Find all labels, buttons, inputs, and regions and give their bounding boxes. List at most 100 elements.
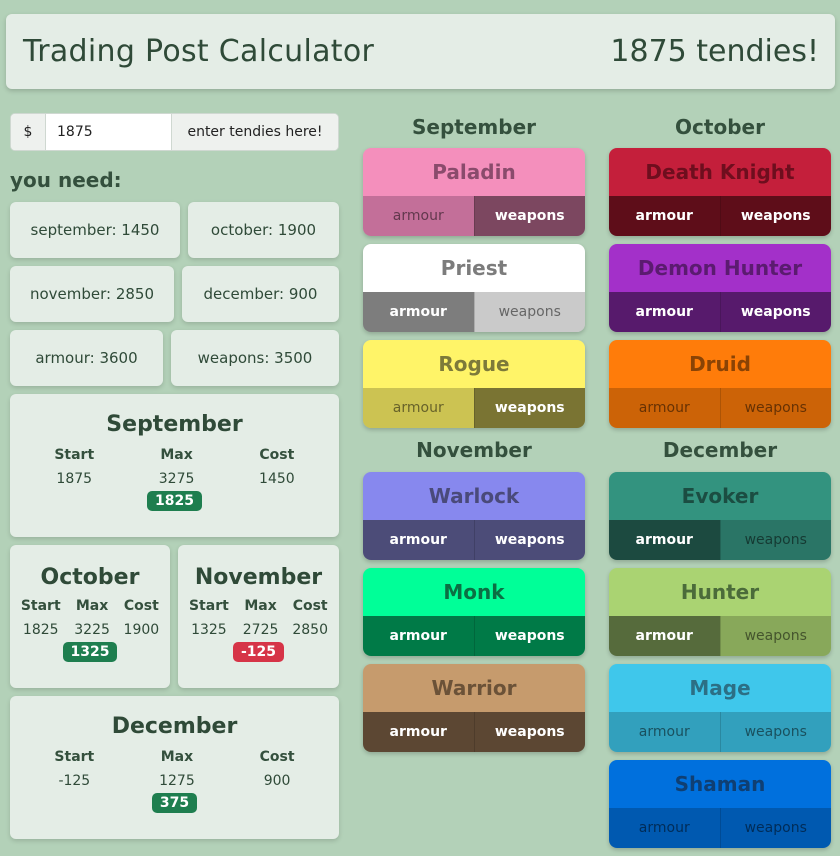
max-value: 2725 <box>242 622 279 638</box>
cost-value: 2850 <box>292 622 328 638</box>
armour-toggle[interactable]: armour <box>609 808 720 848</box>
class-card-priest: Priest armour weapons <box>363 244 585 332</box>
start-value: 1825 <box>22 622 59 638</box>
start-label: Start <box>20 598 61 614</box>
tendies-total: 1875 tendies! <box>610 34 819 69</box>
weapons-toggle[interactable]: weapons <box>719 292 831 332</box>
weapons-toggle[interactable]: weapons <box>473 712 585 752</box>
cost-value: 900 <box>263 773 291 789</box>
cost-column: Cost 1900 <box>124 598 160 638</box>
need-september: september: 1450 <box>10 202 180 258</box>
month-title: October <box>40 565 140 590</box>
max-value: 1275 <box>159 773 195 789</box>
class-name: Monk <box>363 568 585 616</box>
remaining-badge: 375 <box>151 793 198 813</box>
class-name: Rogue <box>363 340 585 388</box>
class-card-rogue: Rogue armour weapons <box>363 340 585 428</box>
class-card-demon-hunter: Demon Hunter armour weapons <box>609 244 831 332</box>
armour-toggle[interactable]: armour <box>363 616 474 656</box>
max-label: Max <box>160 749 194 765</box>
month-title: December <box>111 714 238 739</box>
tendies-input[interactable] <box>46 114 171 150</box>
start-column: Start -125 <box>54 749 94 789</box>
column-heading-october: October <box>675 115 765 139</box>
armour-toggle[interactable]: armour <box>609 712 720 752</box>
armour-toggle[interactable]: armour <box>363 196 474 236</box>
armour-toggle[interactable]: armour <box>363 712 474 752</box>
weapons-toggle[interactable]: weapons <box>719 808 831 848</box>
armour-toggle[interactable]: armour <box>363 388 474 428</box>
max-label: Max <box>160 447 193 463</box>
max-label: Max <box>244 598 277 614</box>
need-weapons: weapons: 3500 <box>171 330 339 386</box>
weapons-toggle[interactable]: weapons <box>719 388 831 428</box>
remaining-badge: 1825 <box>147 491 202 511</box>
cost-label: Cost <box>259 749 295 765</box>
need-november: november: 2850 <box>10 266 174 322</box>
cost-label: Cost <box>123 598 159 614</box>
max-value: 3275 <box>158 471 195 487</box>
column-heading-december: December <box>662 438 778 462</box>
weapons-toggle[interactable]: weapons <box>473 520 585 560</box>
class-card-mage: Mage armour weapons <box>609 664 831 752</box>
start-label: Start <box>188 598 229 614</box>
armour-toggle[interactable]: armour <box>609 196 720 236</box>
dollar-prefix: $ <box>11 114 46 150</box>
need-december: december: 900 <box>182 266 339 322</box>
december-summary-card: December Start -125 Max 1275 Cost 900 37… <box>10 696 339 839</box>
class-name: Evoker <box>609 472 831 520</box>
class-card-shaman: Shaman armour weapons <box>609 760 831 848</box>
max-label: Max <box>75 598 109 614</box>
page-title: Trading Post Calculator <box>23 34 375 69</box>
start-column: Start 1875 <box>54 447 94 487</box>
class-name: Warlock <box>363 472 585 520</box>
start-label: Start <box>54 447 95 463</box>
remaining-badge: 1325 <box>62 642 118 662</box>
armour-toggle[interactable]: armour <box>363 520 474 560</box>
max-column: Max 3225 <box>74 598 110 638</box>
weapons-toggle[interactable]: weapons <box>473 196 585 236</box>
class-name: Demon Hunter <box>609 244 831 292</box>
class-card-evoker: Evoker armour weapons <box>609 472 831 560</box>
class-name: Death Knight <box>609 148 831 196</box>
header-bar: Trading Post Calculator 1875 tendies! <box>6 14 835 89</box>
class-name: Druid <box>609 340 831 388</box>
need-october: october: 1900 <box>188 202 339 258</box>
weapons-toggle[interactable]: weapons <box>473 388 585 428</box>
armour-toggle[interactable]: armour <box>609 388 720 428</box>
max-column: Max 3275 <box>159 447 195 487</box>
class-name: Hunter <box>609 568 831 616</box>
tendies-input-hint: enter tendies here! <box>171 114 338 150</box>
cost-column: Cost 900 <box>260 749 295 789</box>
class-card-hunter: Hunter armour weapons <box>609 568 831 656</box>
column-heading-september: September <box>412 115 536 139</box>
start-label: Start <box>54 749 95 765</box>
cost-label: Cost <box>259 447 295 463</box>
class-card-warlock: Warlock armour weapons <box>363 472 585 560</box>
class-card-paladin: Paladin armour weapons <box>363 148 585 236</box>
weapons-toggle[interactable]: weapons <box>719 616 831 656</box>
cost-column: Cost 1450 <box>259 447 295 487</box>
weapons-toggle[interactable]: weapons <box>473 292 585 332</box>
month-title: September <box>106 412 243 437</box>
class-name: Paladin <box>363 148 585 196</box>
armour-toggle[interactable]: armour <box>609 616 720 656</box>
armour-toggle[interactable]: armour <box>609 520 720 560</box>
september-summary-card: September Start 1875 Max 3275 Cost 1450 … <box>10 394 339 537</box>
class-card-monk: Monk armour weapons <box>363 568 585 656</box>
you-need-label: you need: <box>10 168 122 192</box>
max-value: 3225 <box>74 622 110 638</box>
weapons-toggle[interactable]: weapons <box>473 616 585 656</box>
october-summary-card: October Start 1825 Max 3225 Cost 1900 13… <box>10 545 170 688</box>
start-value: 1325 <box>191 622 227 638</box>
november-summary-card: November Start 1325 Max 2725 Cost 2850 -… <box>178 545 339 688</box>
weapons-toggle[interactable]: weapons <box>719 196 831 236</box>
max-column: Max 2725 <box>243 598 279 638</box>
armour-toggle[interactable]: armour <box>363 292 474 332</box>
weapons-toggle[interactable]: weapons <box>719 520 831 560</box>
armour-toggle[interactable]: armour <box>609 292 720 332</box>
class-name: Shaman <box>609 760 831 808</box>
class-name: Warrior <box>363 664 585 712</box>
cost-column: Cost 2850 <box>292 598 328 638</box>
weapons-toggle[interactable]: weapons <box>719 712 831 752</box>
